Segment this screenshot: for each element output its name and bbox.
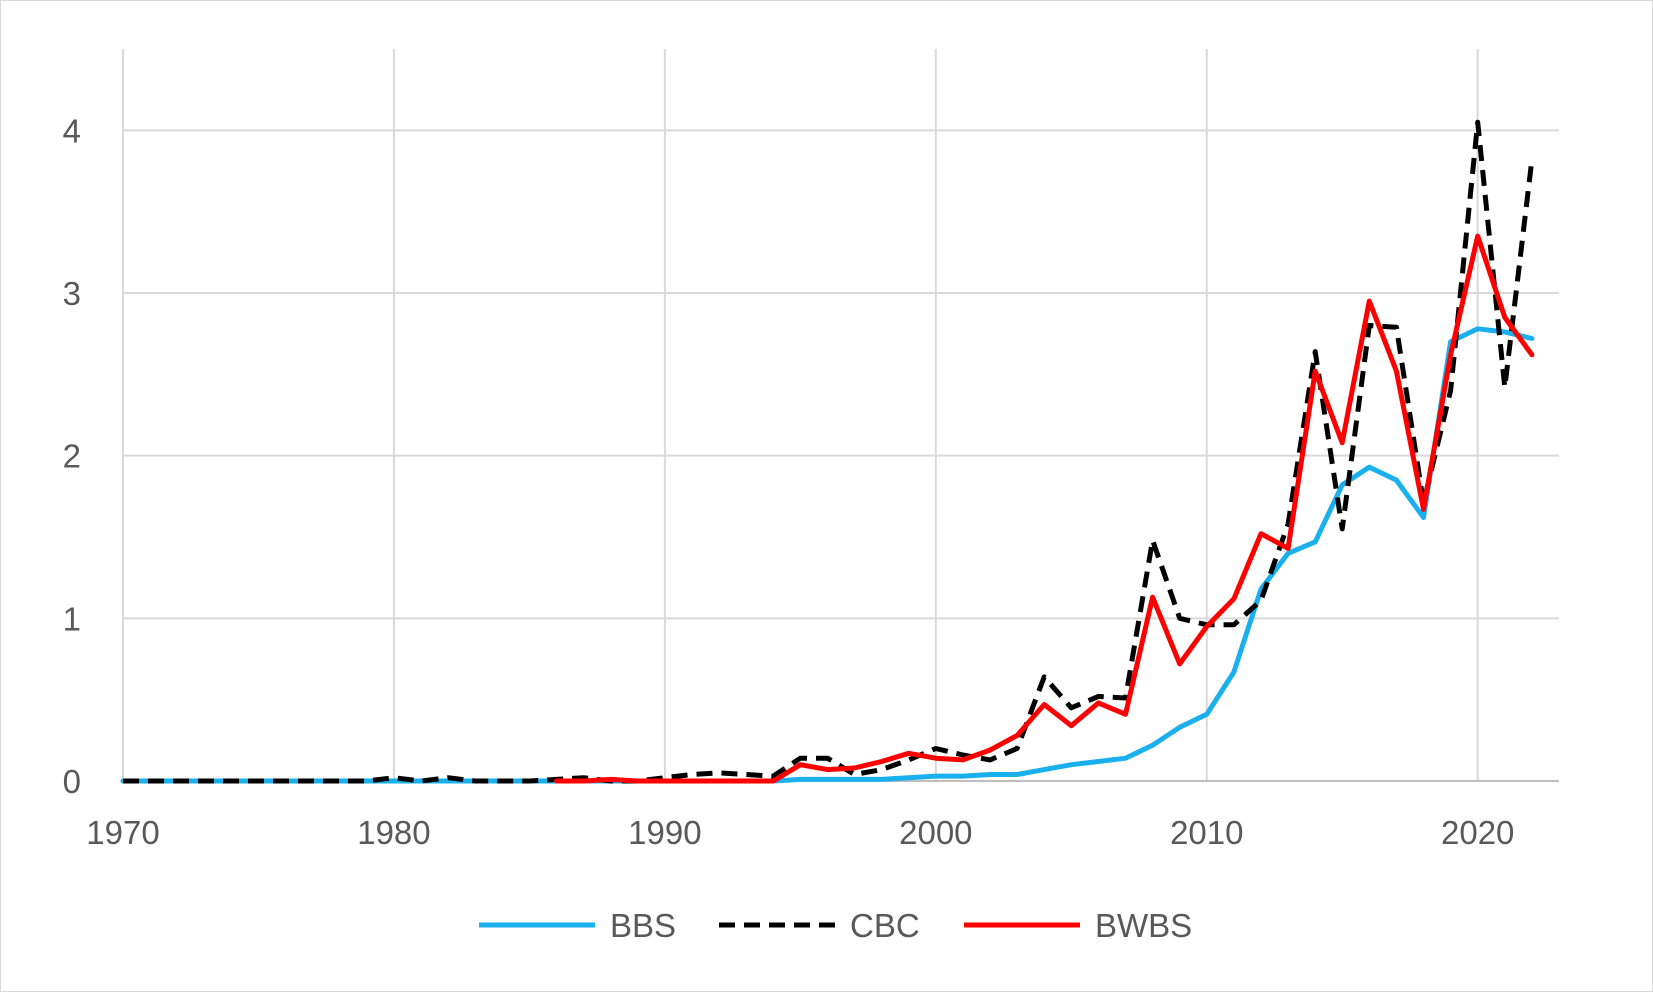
x-tick-label: 1980 [357, 814, 430, 851]
series-line-bbs [120, 326, 1535, 784]
x-tick-label: 2010 [1170, 814, 1243, 851]
gridlines [122, 49, 1559, 781]
series-lines [120, 119, 1535, 784]
x-tick-label: 2020 [1441, 814, 1514, 851]
y-tick-label: 4 [63, 112, 81, 149]
series-line-bwbs [554, 233, 1535, 784]
y-tick-label: 2 [63, 438, 81, 475]
legend-label: BWBS [1095, 907, 1192, 944]
x-tick-label: 2000 [899, 814, 972, 851]
legend-item-bbs: BBS [479, 907, 676, 944]
legend-label: CBC [850, 907, 920, 944]
y-axis-tick-labels: 0 1 2 3 4 [63, 112, 81, 800]
legend-item-cbc: CBC [719, 907, 920, 944]
x-tick-label: 1990 [628, 814, 701, 851]
legend: BBS CBC BWBS [479, 907, 1192, 944]
x-tick-label: 1970 [86, 814, 159, 851]
legend-label: BBS [610, 907, 676, 944]
y-tick-label: 0 [63, 763, 81, 800]
x-axis-tick-labels: 1970 1980 1990 2000 2010 2020 [86, 814, 1514, 851]
y-tick-label: 1 [63, 600, 81, 637]
legend-item-bwbs: BWBS [964, 907, 1192, 944]
series-line-cbc [123, 119, 1535, 784]
y-tick-label: 3 [63, 275, 81, 312]
